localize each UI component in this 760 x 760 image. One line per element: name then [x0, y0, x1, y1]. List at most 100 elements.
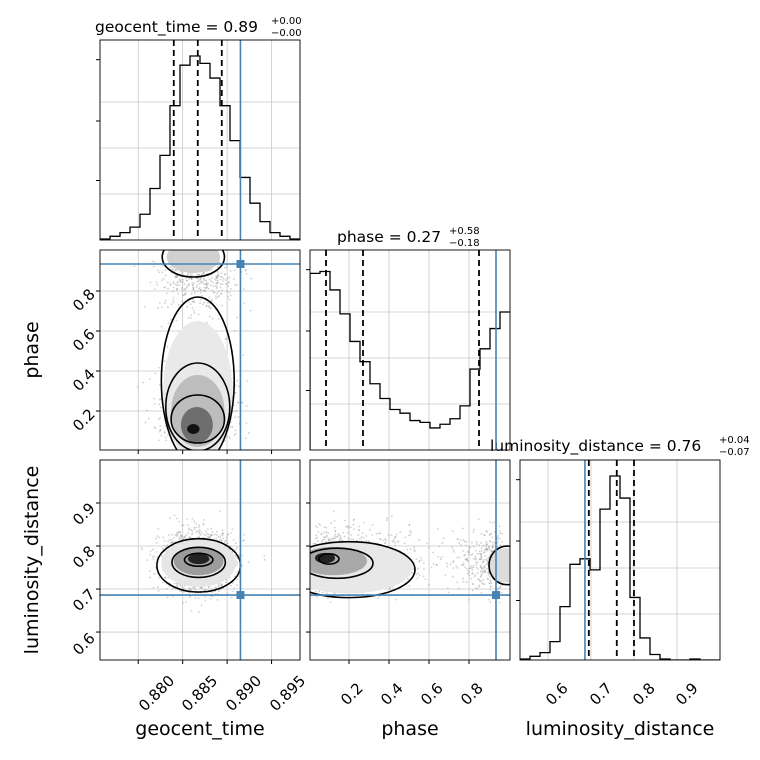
sample-point — [479, 580, 481, 582]
sample-point — [501, 541, 504, 543]
sample-point — [186, 524, 189, 527]
sample-point — [190, 292, 193, 295]
sample-point — [162, 277, 165, 280]
sample-point — [173, 269, 176, 272]
sample-point — [207, 533, 210, 536]
sample-point — [202, 282, 205, 285]
sample-point — [378, 537, 381, 540]
sample-point — [482, 560, 485, 563]
sample-point — [236, 316, 238, 319]
sample-point — [175, 275, 178, 278]
sample-point — [149, 553, 152, 556]
sample-point — [416, 577, 419, 580]
sample-point — [172, 541, 175, 544]
sample-point — [422, 575, 425, 578]
sample-point — [232, 278, 235, 280]
density-level — [188, 553, 210, 565]
sample-point — [234, 284, 237, 286]
sample-point — [498, 586, 501, 589]
sample-point — [472, 557, 475, 560]
sample-point — [204, 283, 206, 286]
sample-point — [164, 269, 167, 271]
tick-label: 0.9 — [69, 499, 99, 529]
sample-point — [152, 586, 155, 589]
sample-point — [409, 548, 412, 551]
xlabel-phase: phase — [381, 718, 438, 740]
sample-point — [375, 532, 378, 535]
sample-point — [171, 268, 174, 271]
sample-point — [184, 291, 187, 294]
sample-point — [205, 305, 208, 308]
sample-point — [217, 590, 220, 592]
sample-point — [163, 360, 166, 363]
sample-point — [465, 544, 467, 547]
sample-point — [192, 286, 195, 289]
sample-point — [245, 405, 248, 408]
sample-point — [465, 558, 468, 561]
sample-point — [245, 272, 248, 275]
sample-point — [482, 566, 484, 569]
sample-point — [207, 586, 210, 589]
sample-point — [446, 562, 449, 565]
sample-point — [457, 587, 460, 590]
sample-point — [182, 590, 185, 593]
sample-point — [204, 599, 207, 602]
sample-point — [217, 585, 220, 588]
sample-point — [172, 286, 175, 289]
sample-point — [208, 305, 210, 308]
sample-point — [328, 539, 330, 542]
sample-point — [220, 292, 222, 295]
sample-point — [183, 584, 186, 587]
sample-point — [203, 286, 206, 289]
sample-point — [189, 588, 191, 591]
sample-point — [231, 528, 234, 531]
sample-point — [339, 537, 342, 540]
sample-point — [211, 277, 213, 279]
sample-point — [180, 590, 183, 593]
sample-point — [197, 280, 200, 283]
sample-point — [193, 292, 196, 295]
sample-point — [244, 268, 247, 271]
sample-point — [190, 317, 192, 319]
sample-point — [314, 543, 317, 545]
sample-point — [221, 289, 224, 292]
sample-point — [488, 547, 491, 550]
sample-point — [184, 536, 186, 539]
sample-point — [234, 429, 237, 432]
sample-point — [496, 589, 499, 591]
sample-point — [155, 542, 158, 544]
sample-point — [210, 289, 213, 292]
sample-point — [229, 545, 232, 547]
sample-point — [489, 540, 491, 543]
sample-point — [209, 302, 211, 305]
sample-point — [329, 601, 332, 603]
sample-point — [177, 533, 179, 536]
sample-point — [175, 274, 178, 277]
sample-point — [466, 557, 468, 560]
sample-point — [237, 385, 240, 388]
sample-point — [481, 561, 484, 564]
sample-point — [192, 288, 195, 291]
sample-point — [216, 277, 218, 279]
sample-point — [461, 527, 464, 530]
sample-point — [167, 434, 169, 437]
sample-point — [338, 539, 341, 542]
tick-label: 0.4 — [377, 679, 407, 709]
sample-point — [159, 398, 161, 401]
sample-point — [221, 532, 224, 535]
sample-point — [480, 555, 483, 558]
sample-point — [236, 283, 238, 286]
sample-point — [208, 278, 211, 281]
sample-point — [343, 535, 346, 538]
sample-point — [469, 567, 471, 570]
tick-label: 0.4 — [69, 365, 99, 395]
sample-point — [487, 557, 489, 560]
sample-point — [219, 286, 222, 289]
sample-point — [215, 279, 218, 282]
sample-point — [399, 531, 402, 534]
sample-point — [171, 541, 173, 544]
sample-point — [233, 434, 236, 437]
panel-frame — [309, 459, 511, 661]
sample-point — [478, 578, 480, 581]
sample-point — [191, 517, 194, 520]
